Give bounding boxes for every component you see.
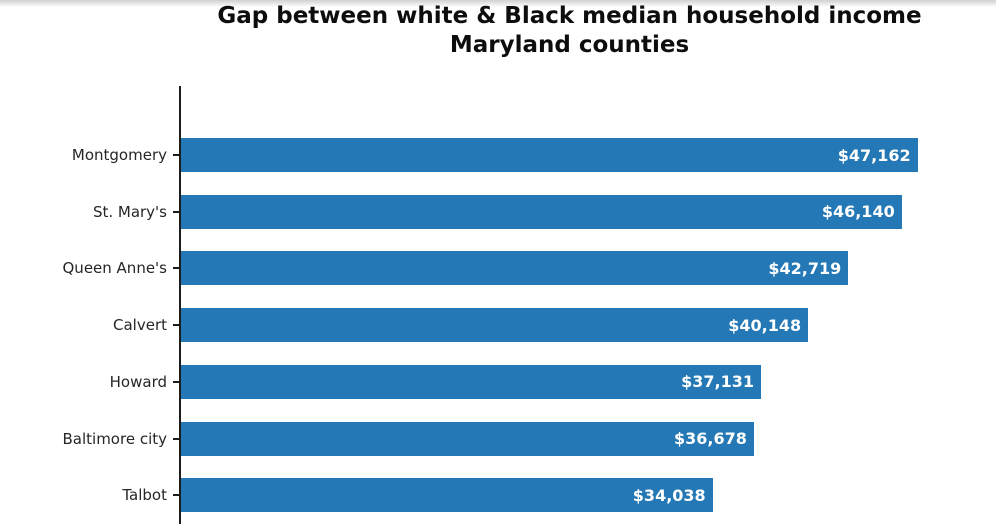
bar: $42,719: [181, 251, 849, 286]
chart-row: Talbot $34,038: [122, 478, 962, 513]
bar: $46,140: [181, 194, 902, 229]
value-label: $36,678: [674, 429, 747, 448]
bar: $34,038: [181, 478, 713, 513]
bar: $47,162: [181, 138, 918, 172]
category-label: Montgomery: [71, 146, 167, 164]
value-label: $42,719: [768, 258, 842, 278]
y-axis-tick: [173, 210, 181, 213]
y-axis-tick: [173, 324, 181, 327]
category-label: St. Mary's: [92, 202, 167, 221]
chart-row: Montgomery $47,162: [72, 138, 962, 172]
value-label: $47,162: [837, 145, 911, 165]
chart-title-block: Gap between white & Black median househo…: [179, 2, 960, 60]
chart-row: Howard $37,131: [110, 364, 962, 399]
category-label: Baltimore city: [62, 429, 168, 448]
y-axis-tick: [173, 267, 181, 270]
category-label: Queen Anne's: [62, 259, 168, 278]
chart-title: Gap between white & Black median househo…: [217, 3, 922, 29]
bar: $36,678: [181, 421, 754, 456]
bar: $40,148: [181, 308, 809, 343]
y-axis-tick: [173, 437, 181, 440]
category-label: Talbot: [122, 486, 167, 505]
bar: $37,131: [181, 364, 761, 399]
value-label: $34,038: [632, 485, 706, 505]
value-label: $37,131: [681, 372, 754, 392]
category-label: Calvert: [113, 316, 167, 335]
plot-area: Montgomery $47,162 St. Mary's $46,140 Queen …: [63, 86, 962, 524]
chart-subtitle: Maryland counties: [449, 32, 690, 58]
chart-row: Calvert $40,148: [113, 308, 962, 343]
chart-row: Baltimore city $36,678: [63, 421, 962, 456]
y-axis-tick: [173, 154, 181, 156]
value-label: $40,148: [728, 315, 802, 335]
category-label: Howard: [109, 372, 167, 391]
value-label: $46,140: [821, 202, 895, 222]
y-axis-tick: [173, 380, 181, 383]
chart-row: St. Mary's $46,140: [93, 194, 962, 229]
y-axis-tick: [173, 494, 181, 497]
chart-row: Queen Anne's $42,719: [63, 251, 962, 286]
